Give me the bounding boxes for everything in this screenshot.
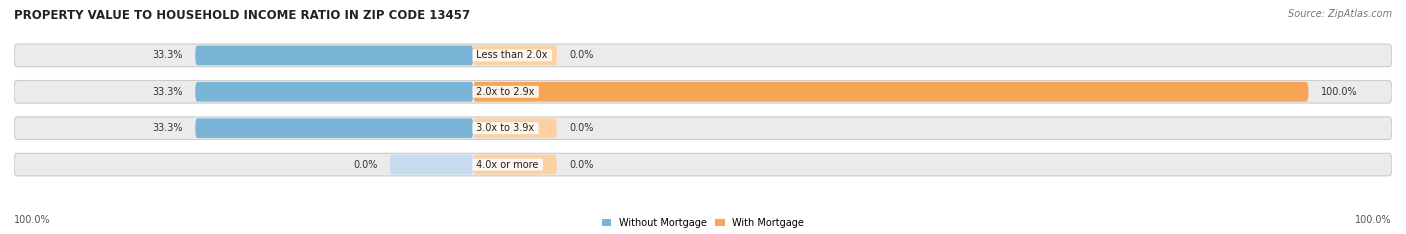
Text: 2.0x to 2.9x: 2.0x to 2.9x — [474, 87, 538, 97]
Text: 100.0%: 100.0% — [1355, 215, 1392, 225]
FancyBboxPatch shape — [474, 46, 557, 65]
FancyBboxPatch shape — [195, 46, 474, 65]
Text: 4.0x or more: 4.0x or more — [474, 160, 541, 170]
FancyBboxPatch shape — [195, 118, 474, 138]
FancyBboxPatch shape — [195, 82, 474, 102]
Text: 33.3%: 33.3% — [152, 87, 183, 97]
Text: 100.0%: 100.0% — [14, 215, 51, 225]
Text: 3.0x to 3.9x: 3.0x to 3.9x — [474, 123, 537, 133]
Text: 0.0%: 0.0% — [569, 160, 593, 170]
Text: PROPERTY VALUE TO HOUSEHOLD INCOME RATIO IN ZIP CODE 13457: PROPERTY VALUE TO HOUSEHOLD INCOME RATIO… — [14, 9, 470, 22]
FancyBboxPatch shape — [389, 155, 474, 174]
Text: 100.0%: 100.0% — [1322, 87, 1358, 97]
FancyBboxPatch shape — [14, 117, 1392, 139]
FancyBboxPatch shape — [474, 118, 557, 138]
Text: 0.0%: 0.0% — [353, 160, 377, 170]
FancyBboxPatch shape — [14, 80, 1392, 103]
FancyBboxPatch shape — [14, 153, 1392, 176]
FancyBboxPatch shape — [14, 44, 1392, 67]
FancyBboxPatch shape — [474, 82, 1309, 102]
Text: 33.3%: 33.3% — [152, 123, 183, 133]
FancyBboxPatch shape — [474, 155, 557, 174]
Text: Source: ZipAtlas.com: Source: ZipAtlas.com — [1288, 9, 1392, 19]
Text: 0.0%: 0.0% — [569, 50, 593, 60]
Text: Less than 2.0x: Less than 2.0x — [474, 50, 551, 60]
Text: 0.0%: 0.0% — [569, 123, 593, 133]
Text: 33.3%: 33.3% — [152, 50, 183, 60]
Legend: Without Mortgage, With Mortgage: Without Mortgage, With Mortgage — [602, 218, 804, 228]
